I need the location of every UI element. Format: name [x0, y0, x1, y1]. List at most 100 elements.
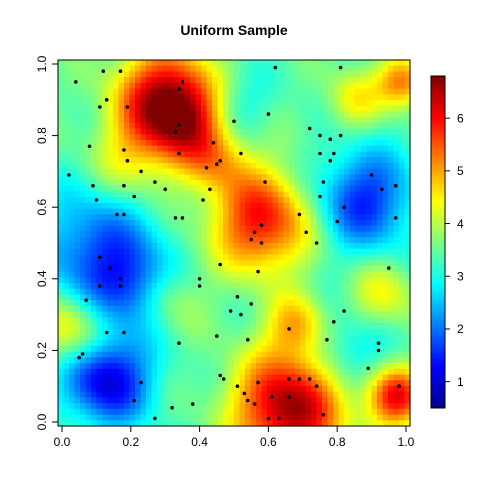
- heatmap-cell: [168, 260, 175, 267]
- heatmap-cell: [399, 300, 406, 307]
- heatmap-cell: [146, 82, 153, 90]
- heatmap-cell: [146, 385, 153, 393]
- heatmap-cell: [388, 243, 395, 250]
- heatmap-cell: [239, 403, 246, 410]
- heatmap-cell: [393, 363, 400, 370]
- heatmap-cell: [223, 168, 230, 175]
- heatmap-cell: [393, 380, 400, 387]
- heatmap-cell: [85, 151, 92, 158]
- heatmap-cell: [245, 88, 252, 95]
- heatmap-cell: [250, 317, 257, 324]
- heatmap-cell: [63, 208, 70, 216]
- heatmap-cell: [355, 220, 362, 227]
- heatmap-cell: [278, 248, 285, 256]
- heatmap-cell: [311, 231, 318, 238]
- heatmap-cell: [261, 363, 268, 370]
- heatmap-cell: [300, 185, 307, 193]
- heatmap-cell: [338, 162, 345, 170]
- heatmap-cell: [311, 317, 318, 324]
- heatmap-cell: [157, 180, 164, 187]
- heatmap-cell: [85, 323, 92, 330]
- heatmap-cell: [212, 237, 219, 244]
- x-tick-label: 1.0: [398, 435, 415, 449]
- heatmap-cell: [129, 77, 136, 84]
- heatmap-cell: [184, 77, 191, 84]
- heatmap-cell: [294, 168, 301, 175]
- heatmap-cell: [190, 357, 197, 364]
- heatmap-cell: [85, 237, 92, 244]
- heatmap-cell: [157, 277, 164, 284]
- heatmap-cell: [300, 277, 307, 284]
- heatmap-cell: [157, 351, 164, 358]
- heatmap-cell: [283, 265, 290, 273]
- heatmap-cell: [63, 288, 70, 296]
- heatmap-cell: [80, 214, 87, 221]
- heatmap-cell: [377, 140, 384, 147]
- heatmap-cell: [360, 174, 367, 181]
- heatmap-cell: [344, 191, 351, 198]
- heatmap-cell: [74, 65, 81, 73]
- heatmap-cell: [223, 185, 230, 193]
- heatmap-cell: [63, 334, 70, 341]
- heatmap-cell: [85, 134, 92, 141]
- heatmap-cell: [327, 145, 334, 153]
- heatmap-cell: [63, 128, 70, 135]
- heatmap-cell: [234, 100, 241, 107]
- heatmap-cell: [102, 363, 109, 370]
- heatmap-cell: [102, 357, 109, 364]
- heatmap-cell: [349, 71, 356, 78]
- heatmap-cell: [355, 340, 362, 347]
- heatmap-cell: [305, 174, 312, 181]
- heatmap-cell: [74, 208, 81, 216]
- x-tick-label: 0.6: [260, 435, 277, 449]
- heatmap-cell: [124, 225, 131, 233]
- heatmap-cell: [212, 277, 219, 284]
- heatmap-cell: [118, 180, 125, 187]
- heatmap-cell: [74, 403, 81, 410]
- heatmap-cell: [157, 208, 164, 216]
- heatmap-cell: [118, 408, 125, 416]
- heatmap-cell: [360, 414, 367, 421]
- colorbar-segment: [431, 76, 445, 80]
- heatmap-cell: [278, 60, 285, 67]
- heatmap-cell: [316, 105, 323, 113]
- heatmap-cell: [382, 391, 389, 399]
- heatmap-cell: [96, 82, 103, 90]
- heatmap-cell: [179, 248, 186, 256]
- sample-point: [122, 330, 126, 335]
- colorbar-segment: [431, 147, 445, 152]
- heatmap-cell: [74, 374, 81, 381]
- heatmap-cell: [366, 88, 373, 95]
- heatmap-cell: [146, 248, 153, 256]
- heatmap-cell: [272, 162, 279, 170]
- heatmap-cell: [256, 88, 263, 95]
- heatmap-cell: [135, 345, 142, 353]
- heatmap-cell: [355, 237, 362, 244]
- heatmap-cell: [80, 288, 87, 296]
- heatmap-cell: [305, 340, 312, 347]
- heatmap-cell: [283, 363, 290, 370]
- heatmap-cell: [322, 145, 329, 153]
- heatmap-cell: [206, 277, 213, 284]
- heatmap-cell: [140, 323, 147, 330]
- heatmap-cell: [311, 197, 318, 204]
- heatmap-cell: [195, 105, 202, 113]
- heatmap-cell: [316, 260, 323, 267]
- heatmap-cell: [256, 134, 263, 141]
- heatmap-cell: [283, 180, 290, 187]
- heatmap-cell: [80, 168, 87, 175]
- heatmap-cell: [393, 117, 400, 124]
- heatmap-cell: [151, 111, 158, 118]
- heatmap-cell: [201, 397, 208, 404]
- heatmap-cell: [404, 71, 411, 78]
- heatmap-cell: [80, 162, 87, 170]
- heatmap-cell: [272, 100, 279, 107]
- heatmap-cell: [113, 180, 120, 187]
- heatmap-cell: [223, 157, 230, 164]
- heatmap-cell: [157, 82, 164, 90]
- colorbar-segment: [431, 81, 445, 85]
- heatmap-cell: [195, 243, 202, 250]
- heatmap-cell: [85, 391, 92, 399]
- heatmap-cell: [162, 162, 169, 170]
